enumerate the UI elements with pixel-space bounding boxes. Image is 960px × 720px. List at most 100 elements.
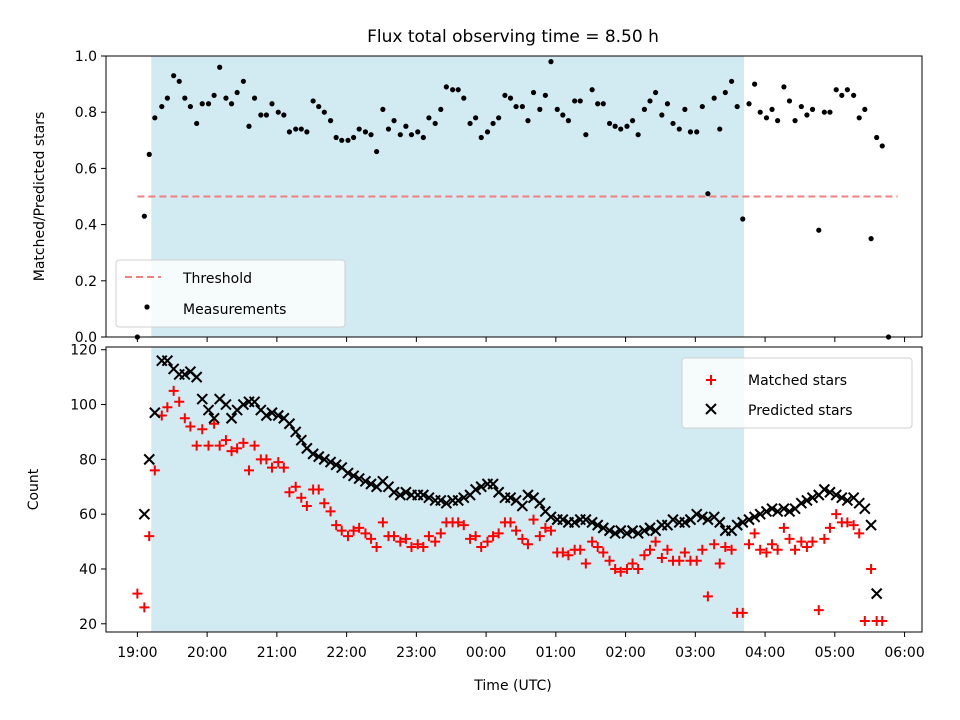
data-point (487, 478, 499, 490)
data-point (194, 120, 200, 127)
data-point (132, 588, 143, 599)
data-point (443, 84, 449, 90)
data-point (360, 528, 371, 539)
data-point (249, 440, 260, 451)
data-point (645, 544, 655, 555)
data-point (676, 126, 682, 132)
data-point (248, 396, 261, 408)
data-point (453, 517, 464, 528)
data-point (348, 525, 359, 536)
data-point (493, 528, 504, 539)
axes-frame (105, 346, 923, 633)
data-point (577, 98, 583, 104)
data-point (209, 418, 220, 429)
data-point (310, 98, 316, 104)
y-tick-label: 0.2 (75, 274, 97, 290)
data-point (143, 453, 155, 466)
data-point (580, 558, 591, 569)
data-point (568, 516, 581, 529)
data-point (841, 494, 854, 507)
data-point (627, 558, 638, 569)
data-point (365, 478, 377, 490)
data-point (816, 227, 822, 233)
data-point (621, 563, 632, 574)
data-point (374, 148, 380, 155)
data-point (296, 492, 307, 503)
data-point (290, 481, 301, 492)
legend: Matched stars Predicted stars (681, 357, 913, 429)
x-tick-label: 01:00 (536, 645, 576, 661)
data-point (266, 462, 277, 473)
data-point (806, 492, 819, 504)
data-point (650, 536, 661, 547)
data-point (548, 59, 554, 65)
data-point (176, 78, 182, 84)
data-point (606, 120, 613, 127)
data-point (191, 440, 202, 451)
data-point (656, 553, 667, 564)
data-point (754, 508, 766, 520)
data-point (284, 487, 295, 498)
data-point (511, 525, 522, 536)
y-tick-label: 40 (79, 562, 97, 578)
data-point (740, 216, 746, 222)
data-point (318, 453, 331, 466)
y-tick-label: 60 (79, 507, 97, 523)
data-point (327, 118, 334, 124)
data-point (717, 126, 723, 132)
data-point (345, 137, 351, 143)
data-point (455, 87, 461, 93)
data-point (223, 95, 229, 101)
data-point (682, 106, 688, 112)
data-point (190, 371, 203, 383)
data-point (833, 87, 839, 93)
x-tick-label: 23:00 (396, 645, 436, 661)
data-point (679, 516, 691, 529)
data-point (432, 120, 438, 127)
data-point (644, 522, 656, 534)
data-point (639, 550, 650, 561)
data-point (729, 78, 735, 84)
series-predicted-stars (138, 354, 883, 600)
x-tick-label: 20:00 (187, 645, 227, 661)
data-point (664, 101, 671, 107)
data-point (598, 547, 609, 558)
x-tick-label: 22:00 (326, 645, 366, 661)
data-point (818, 483, 831, 496)
data-point (146, 151, 152, 157)
data-point (168, 385, 179, 396)
data-point (589, 87, 595, 93)
data-point (203, 440, 214, 451)
data-point (174, 396, 185, 407)
data-point (395, 536, 406, 547)
data-point (220, 435, 231, 446)
data-point (618, 126, 624, 132)
data-point (371, 542, 382, 553)
data-point (781, 84, 787, 90)
x-tick-label: 03:00 (675, 645, 715, 661)
observing-window-shade (151, 347, 745, 632)
data-point (283, 418, 296, 430)
data-point (162, 402, 173, 413)
data-point (164, 95, 170, 101)
data-point (458, 492, 470, 504)
data-point (610, 563, 621, 574)
data-point (629, 118, 636, 124)
data-point (325, 506, 336, 517)
x-tick-label: 05:00 (815, 645, 855, 661)
data-point (784, 533, 795, 544)
data-point (394, 489, 407, 501)
data-point (179, 368, 191, 381)
data-point (632, 527, 644, 540)
data-point (418, 542, 429, 553)
data-point (868, 236, 874, 242)
data-point (604, 555, 615, 566)
data-point (702, 513, 714, 526)
data-point (225, 412, 238, 424)
data-point (856, 115, 862, 121)
data-point (295, 434, 307, 446)
data-point (406, 542, 417, 553)
data-point (450, 87, 456, 93)
data-point (737, 607, 748, 618)
